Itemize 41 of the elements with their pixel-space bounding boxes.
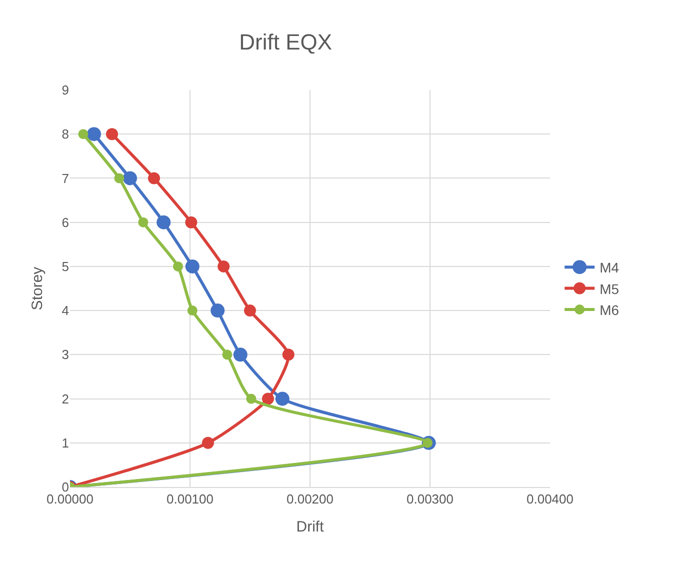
- y-tick-label: 1: [62, 435, 69, 450]
- point: [202, 436, 214, 449]
- point: [187, 306, 198, 316]
- point: [173, 261, 183, 272]
- point: [244, 304, 256, 317]
- point: [106, 128, 118, 140]
- y-tick-label: 4: [62, 303, 69, 318]
- point: [87, 127, 101, 142]
- y-tick-label: 3: [62, 347, 69, 362]
- point: [185, 216, 198, 228]
- point: [262, 392, 274, 405]
- x-axis-title: Drift: [296, 518, 325, 536]
- x-tick-label: 0.00100: [166, 492, 214, 507]
- y-tick-label: 9: [62, 82, 69, 98]
- point: [218, 260, 230, 272]
- point: [114, 173, 124, 184]
- point: [275, 392, 290, 406]
- x-tick-label: 0.00400: [526, 492, 574, 507]
- point: [138, 217, 148, 228]
- y-tick-label: 6: [62, 214, 69, 230]
- point: [185, 259, 200, 274]
- y-tick-label: 5: [62, 258, 69, 274]
- point: [233, 348, 248, 362]
- x-tick-label: 0.00200: [286, 492, 334, 507]
- point: [148, 172, 160, 184]
- point: [246, 394, 256, 404]
- point: [78, 129, 88, 140]
- point: [222, 350, 232, 360]
- y-axis-title: Storey: [29, 266, 46, 310]
- y-tick-label: 2: [62, 391, 69, 406]
- chart-title: Drift EQX: [239, 29, 332, 54]
- y-tick-label: 8: [62, 126, 69, 142]
- point: [282, 348, 294, 361]
- legend-label: M5: [600, 280, 620, 297]
- point: [123, 171, 137, 186]
- legend-label: M4: [600, 260, 620, 276]
- x-tick-label: 0.00300: [406, 492, 454, 507]
- point: [156, 215, 171, 230]
- point: [210, 304, 225, 318]
- y-tick-label: 7: [62, 170, 69, 186]
- legend-label: M6: [600, 302, 620, 318]
